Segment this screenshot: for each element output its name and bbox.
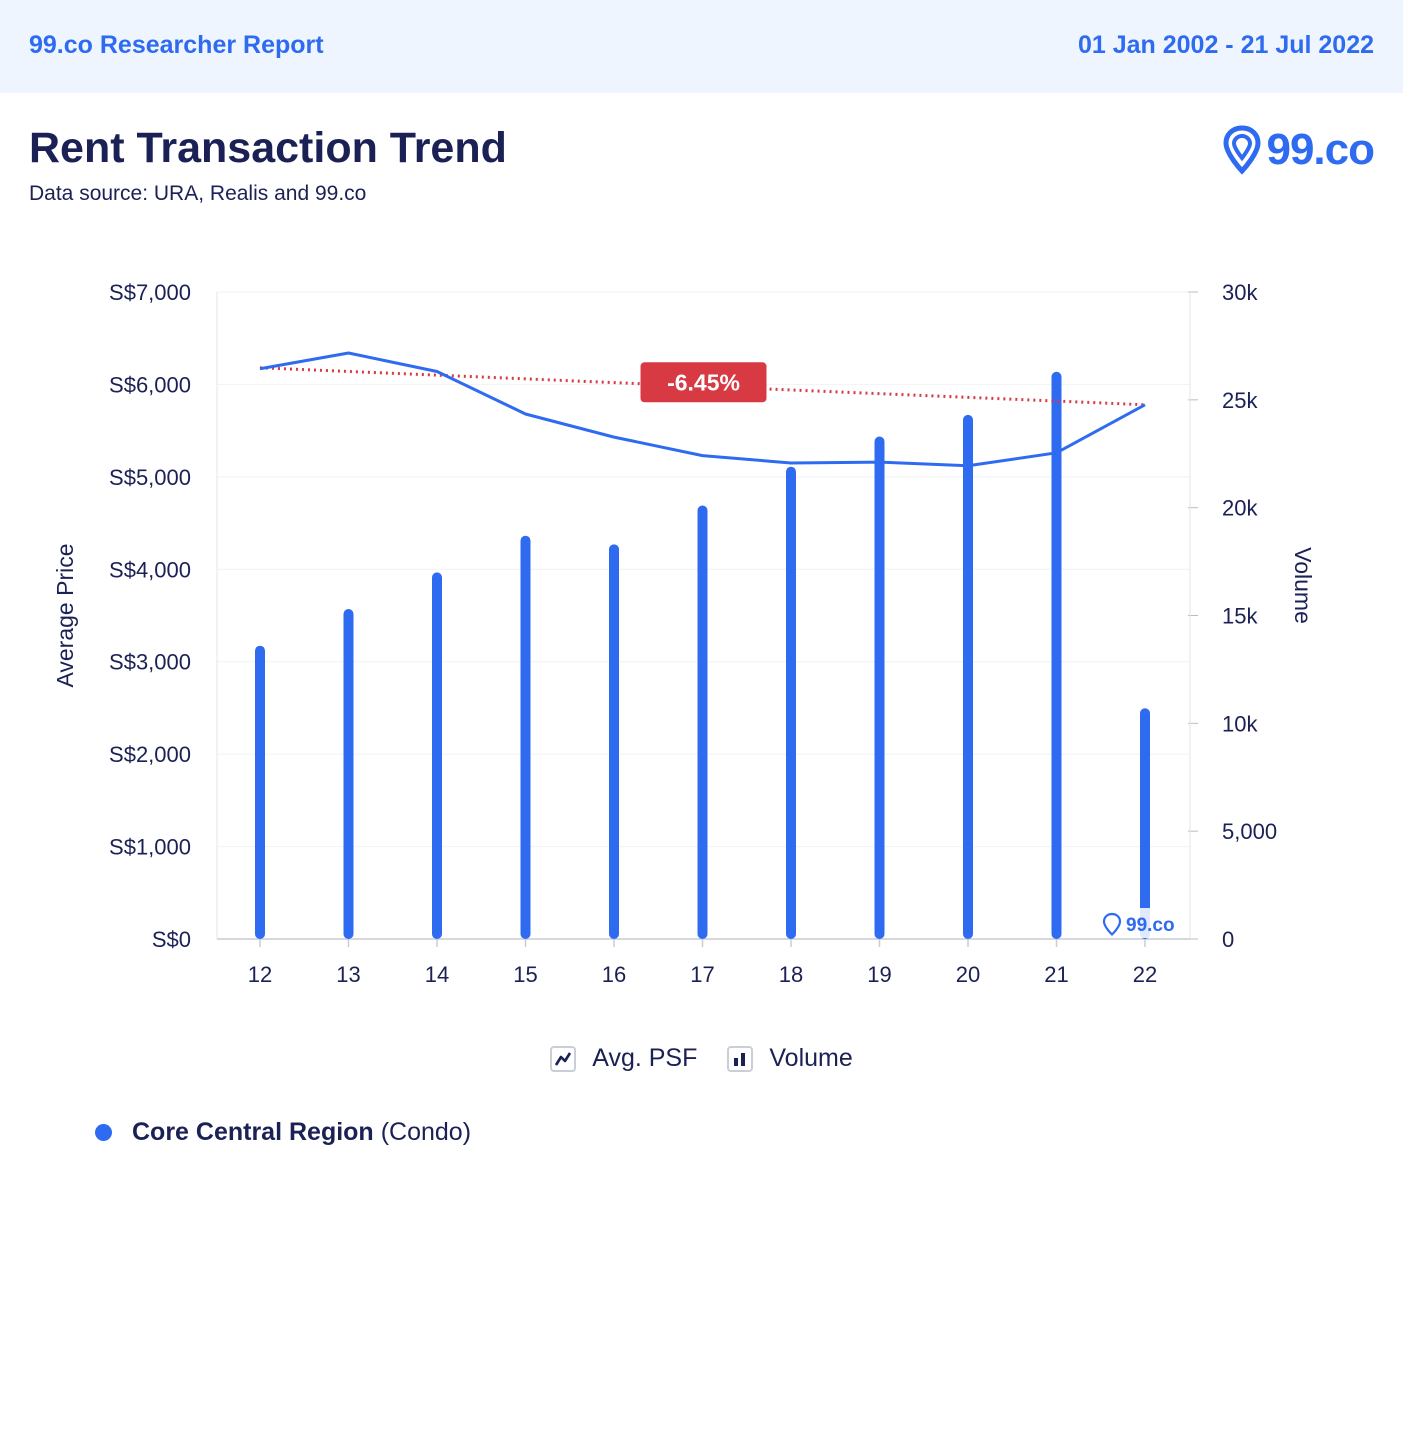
page-title: Rent Transaction Trend xyxy=(29,124,507,172)
x-tick-label: 18 xyxy=(779,962,803,987)
volume-bar xyxy=(963,414,973,939)
line-chart-icon xyxy=(550,1045,577,1072)
y-tick-label: S$4,000 xyxy=(109,557,191,582)
y2-tick-label: 15k xyxy=(1222,604,1258,629)
region-dot xyxy=(95,1124,112,1141)
x-tick-label: 12 xyxy=(248,962,272,987)
y-tick-label: S$2,000 xyxy=(109,742,191,767)
watermark-pin-icon xyxy=(1102,912,1122,937)
x-tick-label: 14 xyxy=(425,962,449,987)
y2-tick-label: 5,000 xyxy=(1222,819,1277,844)
volume-bar xyxy=(343,609,354,939)
bar-chart-icon xyxy=(727,1045,754,1072)
y2-tick-label: 10k xyxy=(1222,711,1258,736)
date-range: 01 Jan 2002 - 21 Jul 2022 xyxy=(1077,31,1374,59)
legend-item-avg-psf[interactable]: Avg. PSF xyxy=(550,1044,697,1073)
volume-bar xyxy=(1140,708,1150,939)
y-axis-title: Average Price xyxy=(52,543,78,687)
volume-bar xyxy=(874,436,885,939)
avg-psf-line xyxy=(259,351,1146,468)
y2-tick-label: 0 xyxy=(1222,927,1234,952)
y-tick-label: S$7,000 xyxy=(109,280,191,305)
y2-tick-label: 30k xyxy=(1222,280,1258,305)
x-tick-label: 19 xyxy=(867,962,891,987)
trend-badge xyxy=(640,362,767,403)
watermark-text: 99.co xyxy=(1126,915,1175,936)
volume-bar xyxy=(432,572,442,939)
y-tick-label: S$3,000 xyxy=(109,650,191,675)
volume-bar xyxy=(786,466,796,939)
x-tick-label: 16 xyxy=(602,962,626,987)
region-label: Core Central Region (Condo) xyxy=(95,1118,471,1147)
y2-axis-title: Volume xyxy=(1290,547,1316,624)
report-header-bar: 99.co Researcher Report 01 Jan 2002 - 21… xyxy=(0,0,1403,93)
x-tick-label: 20 xyxy=(956,962,980,987)
volume-bar xyxy=(255,645,265,939)
legend-item-volume[interactable]: Volume xyxy=(727,1044,853,1073)
legend-label-avg-psf: Avg. PSF xyxy=(592,1044,698,1072)
volume-bar xyxy=(609,544,619,939)
y2-tick-label: 20k xyxy=(1222,496,1258,521)
trend-badge-label: -6.45% xyxy=(667,369,740,395)
rent-trend-chart: S$0 S$1,000 S$2,000 S$3,000 S$4,000 S$5,000 S$… xyxy=(52,280,1316,987)
y-tick-label: S$1,000 xyxy=(109,835,191,860)
x-tick-label: 22 xyxy=(1133,962,1157,987)
y2-tick-label: 25k xyxy=(1222,388,1258,413)
y-tick-label: S$0 xyxy=(152,927,191,952)
legend-label-volume: Volume xyxy=(769,1044,853,1072)
brand-text: 99.co xyxy=(1266,125,1375,174)
volume-bar xyxy=(1051,371,1062,940)
brand-logo: 99.co xyxy=(1222,124,1375,176)
region-name: Core Central Region xyxy=(132,1118,374,1146)
report-label: 99.co Researcher Report xyxy=(29,31,324,59)
y-tick-label: S$6,000 xyxy=(109,372,191,397)
trendline xyxy=(259,366,1146,407)
x-tick-label: 21 xyxy=(1044,962,1068,987)
volume-bar xyxy=(697,505,708,939)
location-pin-icon xyxy=(1223,125,1261,175)
data-source-text: Data source: URA, Realis and 99.co xyxy=(29,182,367,205)
chart-legend: Avg. PSF Volume xyxy=(0,1044,1403,1073)
x-tick-label: 15 xyxy=(513,962,537,987)
y-tick-label: S$5,000 xyxy=(109,465,191,490)
x-tick-label: 13 xyxy=(336,962,360,987)
volume-bar xyxy=(520,535,531,939)
x-tick-label: 17 xyxy=(690,962,714,987)
region-type: (Condo) xyxy=(380,1118,472,1146)
